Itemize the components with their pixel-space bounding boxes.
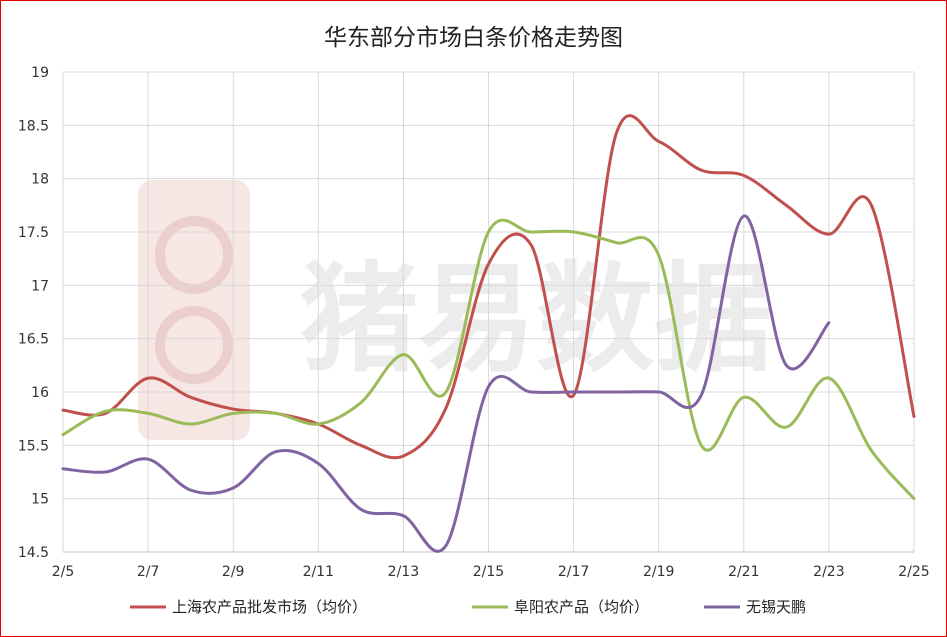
chart-title: 华东部分市场白条价格走势图 — [324, 25, 623, 51]
x-tick-label: 2/13 — [388, 564, 419, 580]
x-tick-label: 2/5 — [52, 564, 75, 580]
series-line-3 — [61, 214, 831, 553]
x-tick-label: 2/25 — [898, 564, 929, 580]
watermark-logo-circle — [155, 306, 233, 384]
legend-label: 阜阳农产品（均价） — [514, 598, 649, 616]
y-tick-label: 19 — [31, 65, 49, 81]
x-tick-label: 2/23 — [813, 564, 844, 580]
x-tick-label: 2/19 — [643, 564, 674, 580]
legend-label: 上海农产品批发市场（均价） — [172, 598, 367, 616]
x-tick-label: 2/7 — [137, 564, 160, 580]
y-tick-label: 15 — [31, 492, 49, 508]
y-tick-label: 14.5 — [18, 545, 49, 561]
y-tick-label: 16.5 — [18, 332, 49, 348]
x-tick-label: 2/11 — [303, 564, 334, 580]
watermark-text: 猪易数据 — [300, 250, 772, 388]
x-tick-label: 2/15 — [473, 564, 504, 580]
series-line-2 — [61, 218, 916, 501]
legend-label: 无锡天鹏 — [746, 598, 806, 616]
watermark: 猪易数据 — [138, 180, 772, 440]
series-line-1 — [61, 114, 916, 460]
y-tick-label: 18 — [31, 172, 49, 188]
y-tick-label: 16 — [31, 385, 49, 401]
y-tick-label: 17.5 — [18, 225, 49, 241]
y-tick-label: 15.5 — [18, 438, 49, 454]
y-tick-label: 18.5 — [18, 118, 49, 134]
x-tick-label: 2/21 — [728, 564, 759, 580]
watermark-logo-circle — [155, 216, 233, 294]
y-tick-label: 17 — [31, 278, 49, 294]
x-tick-label: 2/17 — [558, 564, 589, 580]
x-tick-label: 2/9 — [222, 564, 245, 580]
